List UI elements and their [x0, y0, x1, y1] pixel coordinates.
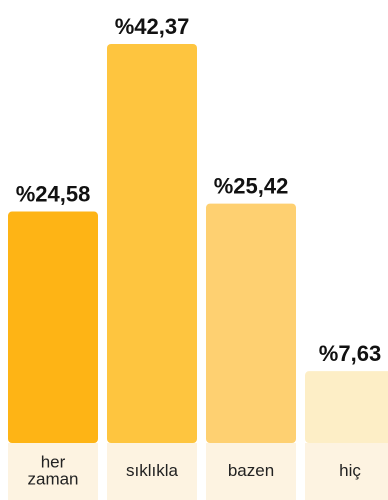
category-label-1: sıklıkla: [126, 461, 179, 480]
category-bands-group: [8, 443, 388, 500]
category-band-1: [107, 443, 197, 500]
category-band-3: [305, 443, 388, 500]
bars-group: [8, 44, 388, 443]
category-band-0: [8, 443, 98, 500]
bar-2: [206, 203, 296, 443]
value-labels-group: %24,58 %42,37 %25,42 %7,63: [16, 14, 382, 366]
value-label-1: %42,37: [115, 14, 190, 39]
category-label-0-line-0: her: [41, 453, 66, 472]
bar-3: [305, 371, 388, 443]
category-label-2: bazen: [228, 461, 274, 480]
category-band-2: [206, 443, 296, 500]
category-label-3: hiç: [339, 461, 361, 480]
bar-0: [8, 211, 98, 443]
category-label-0-line-1: zaman: [27, 470, 78, 489]
value-label-2: %25,42: [214, 174, 289, 199]
value-label-3: %7,63: [319, 341, 381, 366]
bar-1: [107, 44, 197, 443]
value-label-0: %24,58: [16, 182, 91, 207]
